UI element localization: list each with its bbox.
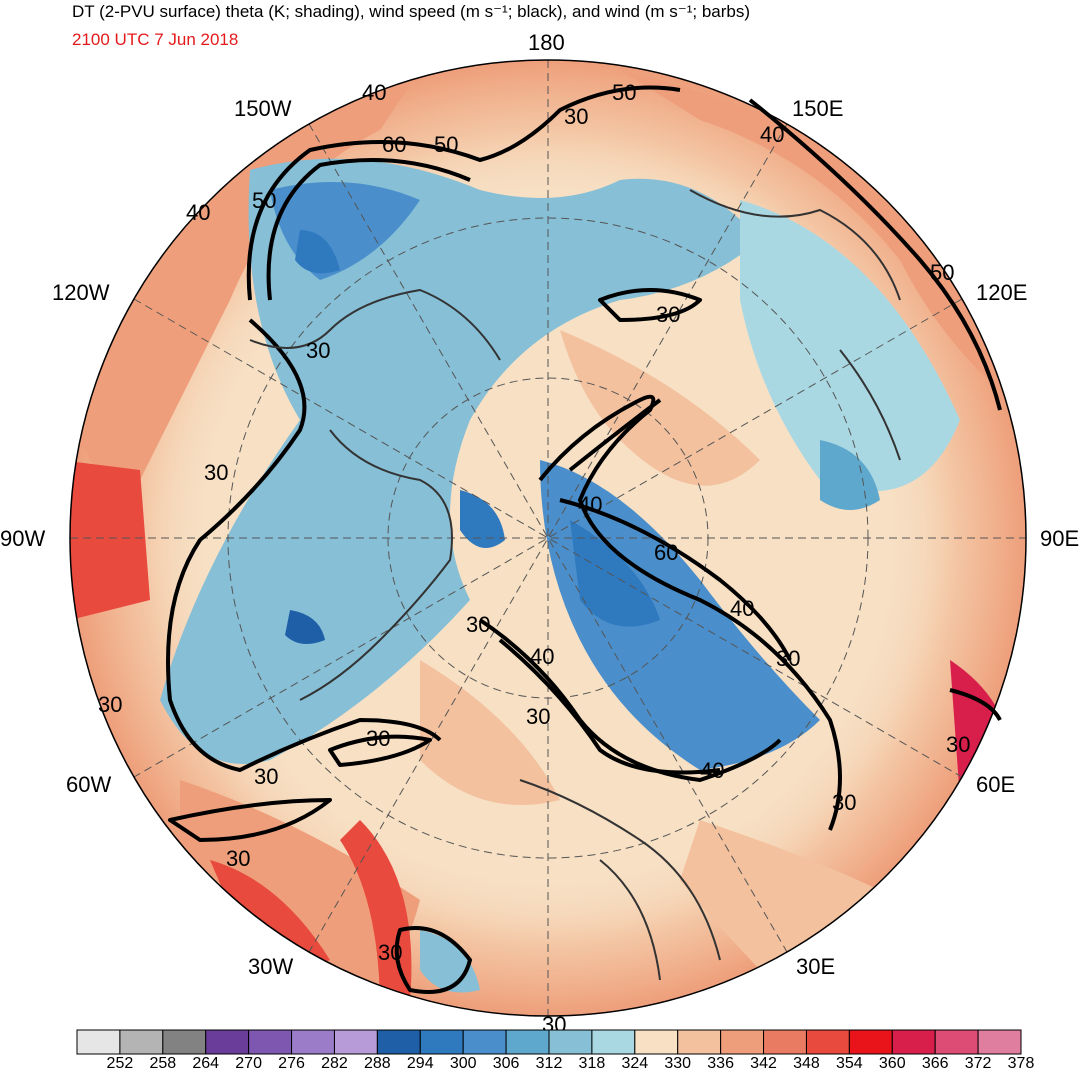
colorbar-swatch <box>205 1029 250 1055</box>
contour-label: 30 <box>254 764 278 789</box>
figure-title: DT (2-PVU surface) theta (K; shading), w… <box>72 2 751 21</box>
colorbar-swatch <box>720 1029 765 1055</box>
colorbar-tick-label: 378 <box>1007 1055 1035 1072</box>
colorbar-swatch <box>977 1029 1022 1055</box>
colorbar-swatch <box>119 1029 164 1055</box>
colorbar-tick-label: 288 <box>364 1055 391 1072</box>
colorbar-tick-label: 348 <box>793 1055 820 1072</box>
colorbar-swatch <box>848 1029 893 1055</box>
colorbar-tick-label: 306 <box>492 1055 520 1072</box>
colorbar-tick-label: 372 <box>964 1055 992 1072</box>
contour-label-group: 40 50 30 60 50 40 40 50 50 30 30 30 30 4… <box>98 80 970 1037</box>
contour-label: 50 <box>612 80 636 105</box>
colorbar-swatch <box>376 1029 421 1055</box>
colorbar-tick-label: 294 <box>406 1055 434 1072</box>
contour-label: 40 <box>578 492 602 517</box>
lon-label-30w: 30W <box>248 954 294 979</box>
lon-label-150e: 150E <box>792 96 844 121</box>
contour-label: 40 <box>700 758 724 783</box>
coastlines <box>249 189 901 981</box>
contour-label: 30 <box>378 940 402 965</box>
contour-label: 30 <box>656 302 680 327</box>
colorbar-swatch <box>548 1029 593 1055</box>
wind-speed-contours <box>166 85 1002 994</box>
colorbar-tick-label: 282 <box>321 1055 348 1072</box>
colorbar-tick-label: 354 <box>836 1055 863 1072</box>
lon-label-120w: 120W <box>52 280 110 305</box>
colorbar-tick-label: 258 <box>149 1055 177 1072</box>
contour-label: 30 <box>366 726 390 751</box>
colorbar-tick-label: 330 <box>664 1055 692 1072</box>
colorbar-swatch <box>763 1029 807 1055</box>
colorbar-swatch <box>291 1029 335 1055</box>
contour-label: 30 <box>564 104 588 129</box>
contour-label: 30 <box>832 790 856 815</box>
colorbar-swatch <box>591 1029 636 1055</box>
colorbar-swatch <box>891 1029 936 1055</box>
colorbar-tick-label: 318 <box>578 1055 606 1072</box>
contour-label: 60 <box>382 132 406 157</box>
colorbar-swatch <box>634 1029 679 1055</box>
colorbar-swatch <box>805 1029 850 1055</box>
contour-label: 40 <box>760 122 784 147</box>
contour-label: 40 <box>730 596 754 621</box>
colorbar-tick-label: 264 <box>192 1055 220 1072</box>
contour-label: 30 <box>776 646 800 671</box>
valid-time: 2100 UTC 7 Jun 2018 <box>72 30 239 49</box>
colorbar-tick-label: 270 <box>235 1055 262 1072</box>
contour-label: 30 <box>204 460 228 485</box>
contour-label: 40 <box>362 80 386 105</box>
colorbar-swatch <box>677 1029 722 1055</box>
contour-label: 30 <box>946 732 970 757</box>
lon-label-150w: 150W <box>234 96 292 121</box>
colorbar <box>76 1029 1022 1055</box>
contour-label: 40 <box>530 644 554 669</box>
contour-label: 30 <box>466 612 490 637</box>
colorbar-tick-label: 312 <box>535 1055 563 1072</box>
lon-label-60w: 60W <box>66 772 112 797</box>
colorbar-tick-label: 342 <box>750 1055 777 1072</box>
lon-label-90e: 90E <box>1040 526 1080 551</box>
colorbar-tick-label: 336 <box>707 1055 734 1072</box>
lon-label-180: 180 <box>528 30 565 55</box>
contour-label: 30 <box>226 846 250 871</box>
colorbar-tick-label: 366 <box>921 1055 949 1072</box>
colorbar-swatch <box>76 1029 121 1055</box>
contour-label: 30 <box>526 704 550 729</box>
contour-label: 40 <box>186 200 210 225</box>
colorbar-swatch <box>162 1029 207 1055</box>
colorbar-swatch <box>505 1029 550 1055</box>
contour-label: 50 <box>434 132 458 157</box>
contour-label: 50 <box>930 260 954 285</box>
colorbar-tick-label: 252 <box>106 1055 134 1072</box>
contour-label: 60 <box>654 540 678 565</box>
lon-label-120e: 120E <box>976 280 1028 305</box>
colorbar-tick-label: 324 <box>621 1055 649 1072</box>
colorbar-tick-label: 276 <box>278 1055 305 1072</box>
colorbar-swatch <box>934 1029 979 1055</box>
map-boundary <box>69 59 1027 1017</box>
colorbar-swatch <box>333 1029 378 1055</box>
colorbar-tick-label: 300 <box>449 1055 477 1072</box>
lon-label-30e: 30E <box>796 954 836 979</box>
colorbar-swatch <box>462 1029 507 1055</box>
lon-label-90w: 90W <box>0 526 46 551</box>
contour-label: 30 <box>98 692 122 717</box>
colorbar-tick-label: 360 <box>878 1055 906 1072</box>
contour-label: 50 <box>252 188 276 213</box>
graticule <box>70 60 1026 1016</box>
lon-label-60e: 60E <box>976 772 1016 797</box>
contour-label: 30 <box>306 338 330 363</box>
colorbar-swatch <box>248 1029 293 1055</box>
colorbar-swatch <box>419 1029 464 1055</box>
